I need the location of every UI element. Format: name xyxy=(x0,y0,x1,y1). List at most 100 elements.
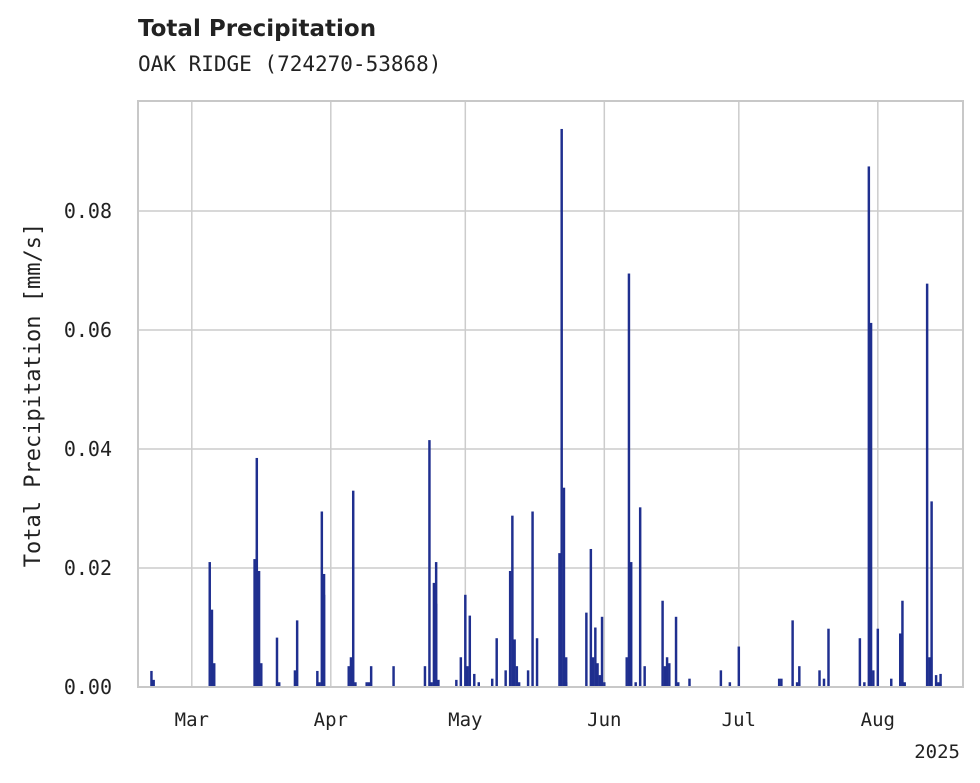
precip-bar xyxy=(459,657,463,687)
precip-bar xyxy=(150,670,153,687)
precip-bar xyxy=(872,670,875,687)
precip-bar xyxy=(818,670,821,687)
precip-bar xyxy=(677,682,680,687)
precip-bar xyxy=(495,638,498,687)
x-tick-label: Jun xyxy=(587,709,621,731)
y-tick-label: 0.02 xyxy=(64,556,112,580)
precip-bar xyxy=(890,678,893,687)
precip-bar xyxy=(320,511,324,687)
precip-bar xyxy=(257,570,261,687)
x-tick-label: Apr xyxy=(314,709,348,731)
precip-bar xyxy=(719,670,723,687)
precip-bar xyxy=(939,673,942,687)
x-tick-label: May xyxy=(448,709,482,731)
precip-bar xyxy=(930,501,933,687)
precip-bar xyxy=(255,457,259,687)
precip-bar xyxy=(822,678,826,687)
precip-bar xyxy=(208,562,211,687)
precip-bar xyxy=(558,553,561,687)
precip-bar xyxy=(351,490,355,687)
precip-bar xyxy=(253,559,256,687)
chart-subtitle: OAK RIDGE (724270-53868) xyxy=(138,52,442,76)
precip-bar xyxy=(293,670,297,687)
precip-bar xyxy=(925,283,929,687)
bar-layer xyxy=(150,128,942,687)
precip-bar xyxy=(354,682,357,687)
precip-bar xyxy=(564,682,568,687)
precip-bar xyxy=(473,673,476,687)
precip-bar xyxy=(260,682,263,687)
precip-bar xyxy=(365,682,368,687)
precip-bar xyxy=(504,670,507,687)
precip-bar xyxy=(643,666,646,687)
precip-bar xyxy=(432,582,436,687)
precip-bar xyxy=(589,548,593,687)
precip-bar xyxy=(674,616,678,687)
precip-bar xyxy=(598,675,602,687)
precip-bar xyxy=(737,646,741,687)
precip-bar xyxy=(863,682,866,687)
precip-bar xyxy=(468,615,472,687)
precip-bar xyxy=(322,573,326,687)
precip-bar xyxy=(423,666,427,687)
precip-bar xyxy=(437,679,440,687)
precip-bar xyxy=(531,511,534,687)
precip-bar xyxy=(795,682,799,687)
precip-bar xyxy=(798,666,801,687)
precip-bar xyxy=(369,666,373,687)
precip-bar xyxy=(464,594,467,687)
precip-bar xyxy=(508,570,512,687)
y-tick-label: 0.08 xyxy=(64,199,112,223)
precip-bar xyxy=(858,638,862,687)
precip-bar xyxy=(634,682,637,687)
precip-bar xyxy=(349,657,353,687)
precip-bar xyxy=(275,637,279,687)
precip-bar xyxy=(585,612,588,687)
precip-bar xyxy=(668,663,671,687)
precip-bar xyxy=(564,657,568,687)
x-tick-label: Mar xyxy=(175,709,209,731)
x-tick-label: Jul xyxy=(722,709,756,731)
precip-bar xyxy=(594,627,597,687)
precip-bar xyxy=(937,682,940,687)
y-tick-label: 0.06 xyxy=(64,318,112,342)
precip-bar xyxy=(663,666,667,687)
grid-layer xyxy=(138,101,963,687)
precip-bar xyxy=(430,682,433,687)
precip-bar xyxy=(600,616,604,687)
precip-bar xyxy=(535,638,539,687)
precip-bar xyxy=(560,128,563,687)
precip-bar xyxy=(526,670,530,687)
x-tick-label: Aug xyxy=(861,709,895,731)
year-label: 2025 xyxy=(914,741,960,763)
precip-bar xyxy=(791,620,794,687)
precip-bar xyxy=(827,628,830,687)
precip-bar xyxy=(638,507,642,687)
precip-bar xyxy=(277,682,281,687)
precip-bar xyxy=(513,639,516,687)
precip-bar xyxy=(515,666,519,687)
precip-bar xyxy=(455,679,458,687)
precip-bar xyxy=(428,440,431,687)
y-tick-label: 0.04 xyxy=(64,437,112,461)
precip-bar xyxy=(210,609,214,687)
precip-bar xyxy=(898,633,902,687)
precip-bar xyxy=(780,678,783,687)
precip-bar xyxy=(688,678,691,687)
precip-bar xyxy=(367,682,371,687)
precip-bar xyxy=(152,679,155,687)
precip-bar xyxy=(777,678,781,687)
axis-layer: 0.00 0.02 0.04 0.06 0.08 Mar Apr May Jun Jul Aug xyxy=(64,100,964,731)
plot-frame xyxy=(137,100,964,688)
precip-bar xyxy=(316,670,319,687)
precip-bar xyxy=(212,663,216,687)
precip-bar xyxy=(477,682,480,687)
y-axis-label: Total Precipitation [mm/s] xyxy=(21,223,46,567)
precip-bar xyxy=(728,682,732,687)
precip-bar xyxy=(517,682,521,687)
precip-bar xyxy=(934,675,938,687)
precip-bar xyxy=(260,663,263,687)
precip-bar xyxy=(903,682,906,687)
precip-bar xyxy=(591,657,595,687)
